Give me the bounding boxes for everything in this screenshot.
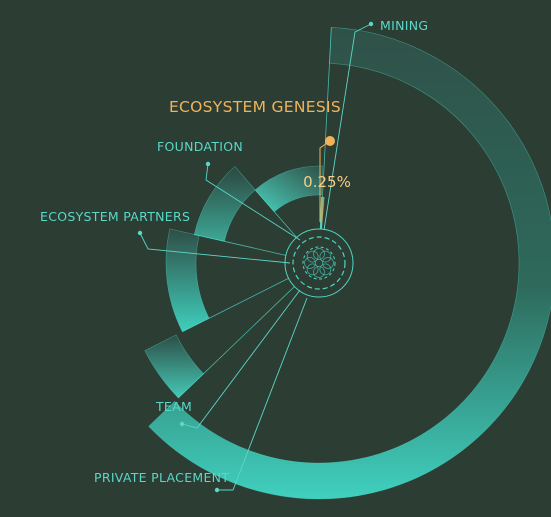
label-ecosystem-partners: ECOSYSTEM PARTNERS <box>40 209 190 224</box>
slice-team <box>166 228 210 332</box>
leader-dot-ecosystem-genesis <box>325 136 335 146</box>
highlight-label: ECOSYSTEM GENESIS <box>169 98 341 116</box>
slice-edge-ecosystem-partners <box>193 166 256 242</box>
center-hub <box>284 228 354 298</box>
hub-petal <box>319 250 332 263</box>
slice-foundation <box>255 166 323 212</box>
hub-inner-ring <box>302 246 336 280</box>
slice-mining <box>148 27 551 499</box>
hub-petal <box>319 263 332 276</box>
slice-divider <box>319 197 322 230</box>
leader-line-mining <box>323 23 372 231</box>
label-mining: MINING <box>380 18 428 33</box>
leader-dot-private-placement <box>214 487 220 493</box>
label-private-placement: PRIVATE PLACEMENT <box>94 470 229 485</box>
leader-line-private-placement <box>217 297 308 491</box>
leader-dot-ecosystem-partners <box>137 230 143 236</box>
slice-edge-foundation <box>254 165 323 213</box>
leader-line-team <box>181 289 301 429</box>
leader-dot-foundation <box>205 161 211 167</box>
slice-private-placement <box>144 334 204 398</box>
hub-outer-ring <box>284 228 354 298</box>
leader-dot-mining <box>368 21 374 27</box>
slice-edge-team <box>165 228 210 333</box>
slice-divider <box>182 277 289 333</box>
slice-divider <box>254 189 297 238</box>
slice-divider <box>194 234 286 256</box>
slice-edge-private-placement <box>144 334 204 399</box>
leader-dot-team <box>179 421 185 427</box>
leader-line-ecosystem-partners <box>139 232 291 264</box>
slice-divider <box>177 286 295 399</box>
hub-petal <box>306 263 319 276</box>
highlight-value: 0.25% <box>303 173 351 191</box>
leader-line-foundation <box>205 163 301 241</box>
hub-petal <box>313 248 325 260</box>
hub-petal <box>313 266 325 278</box>
hub-petal <box>306 250 319 263</box>
slice-ecosystem-partners <box>194 166 256 242</box>
hub-petal <box>322 257 334 269</box>
label-team: TEAM <box>155 399 192 414</box>
hub-petal <box>304 257 316 269</box>
label-foundation: FOUNDATION <box>157 139 243 154</box>
hub-dashed-ring <box>292 236 346 290</box>
slice-divider <box>320 27 332 230</box>
slice-edge-mining <box>148 27 551 500</box>
